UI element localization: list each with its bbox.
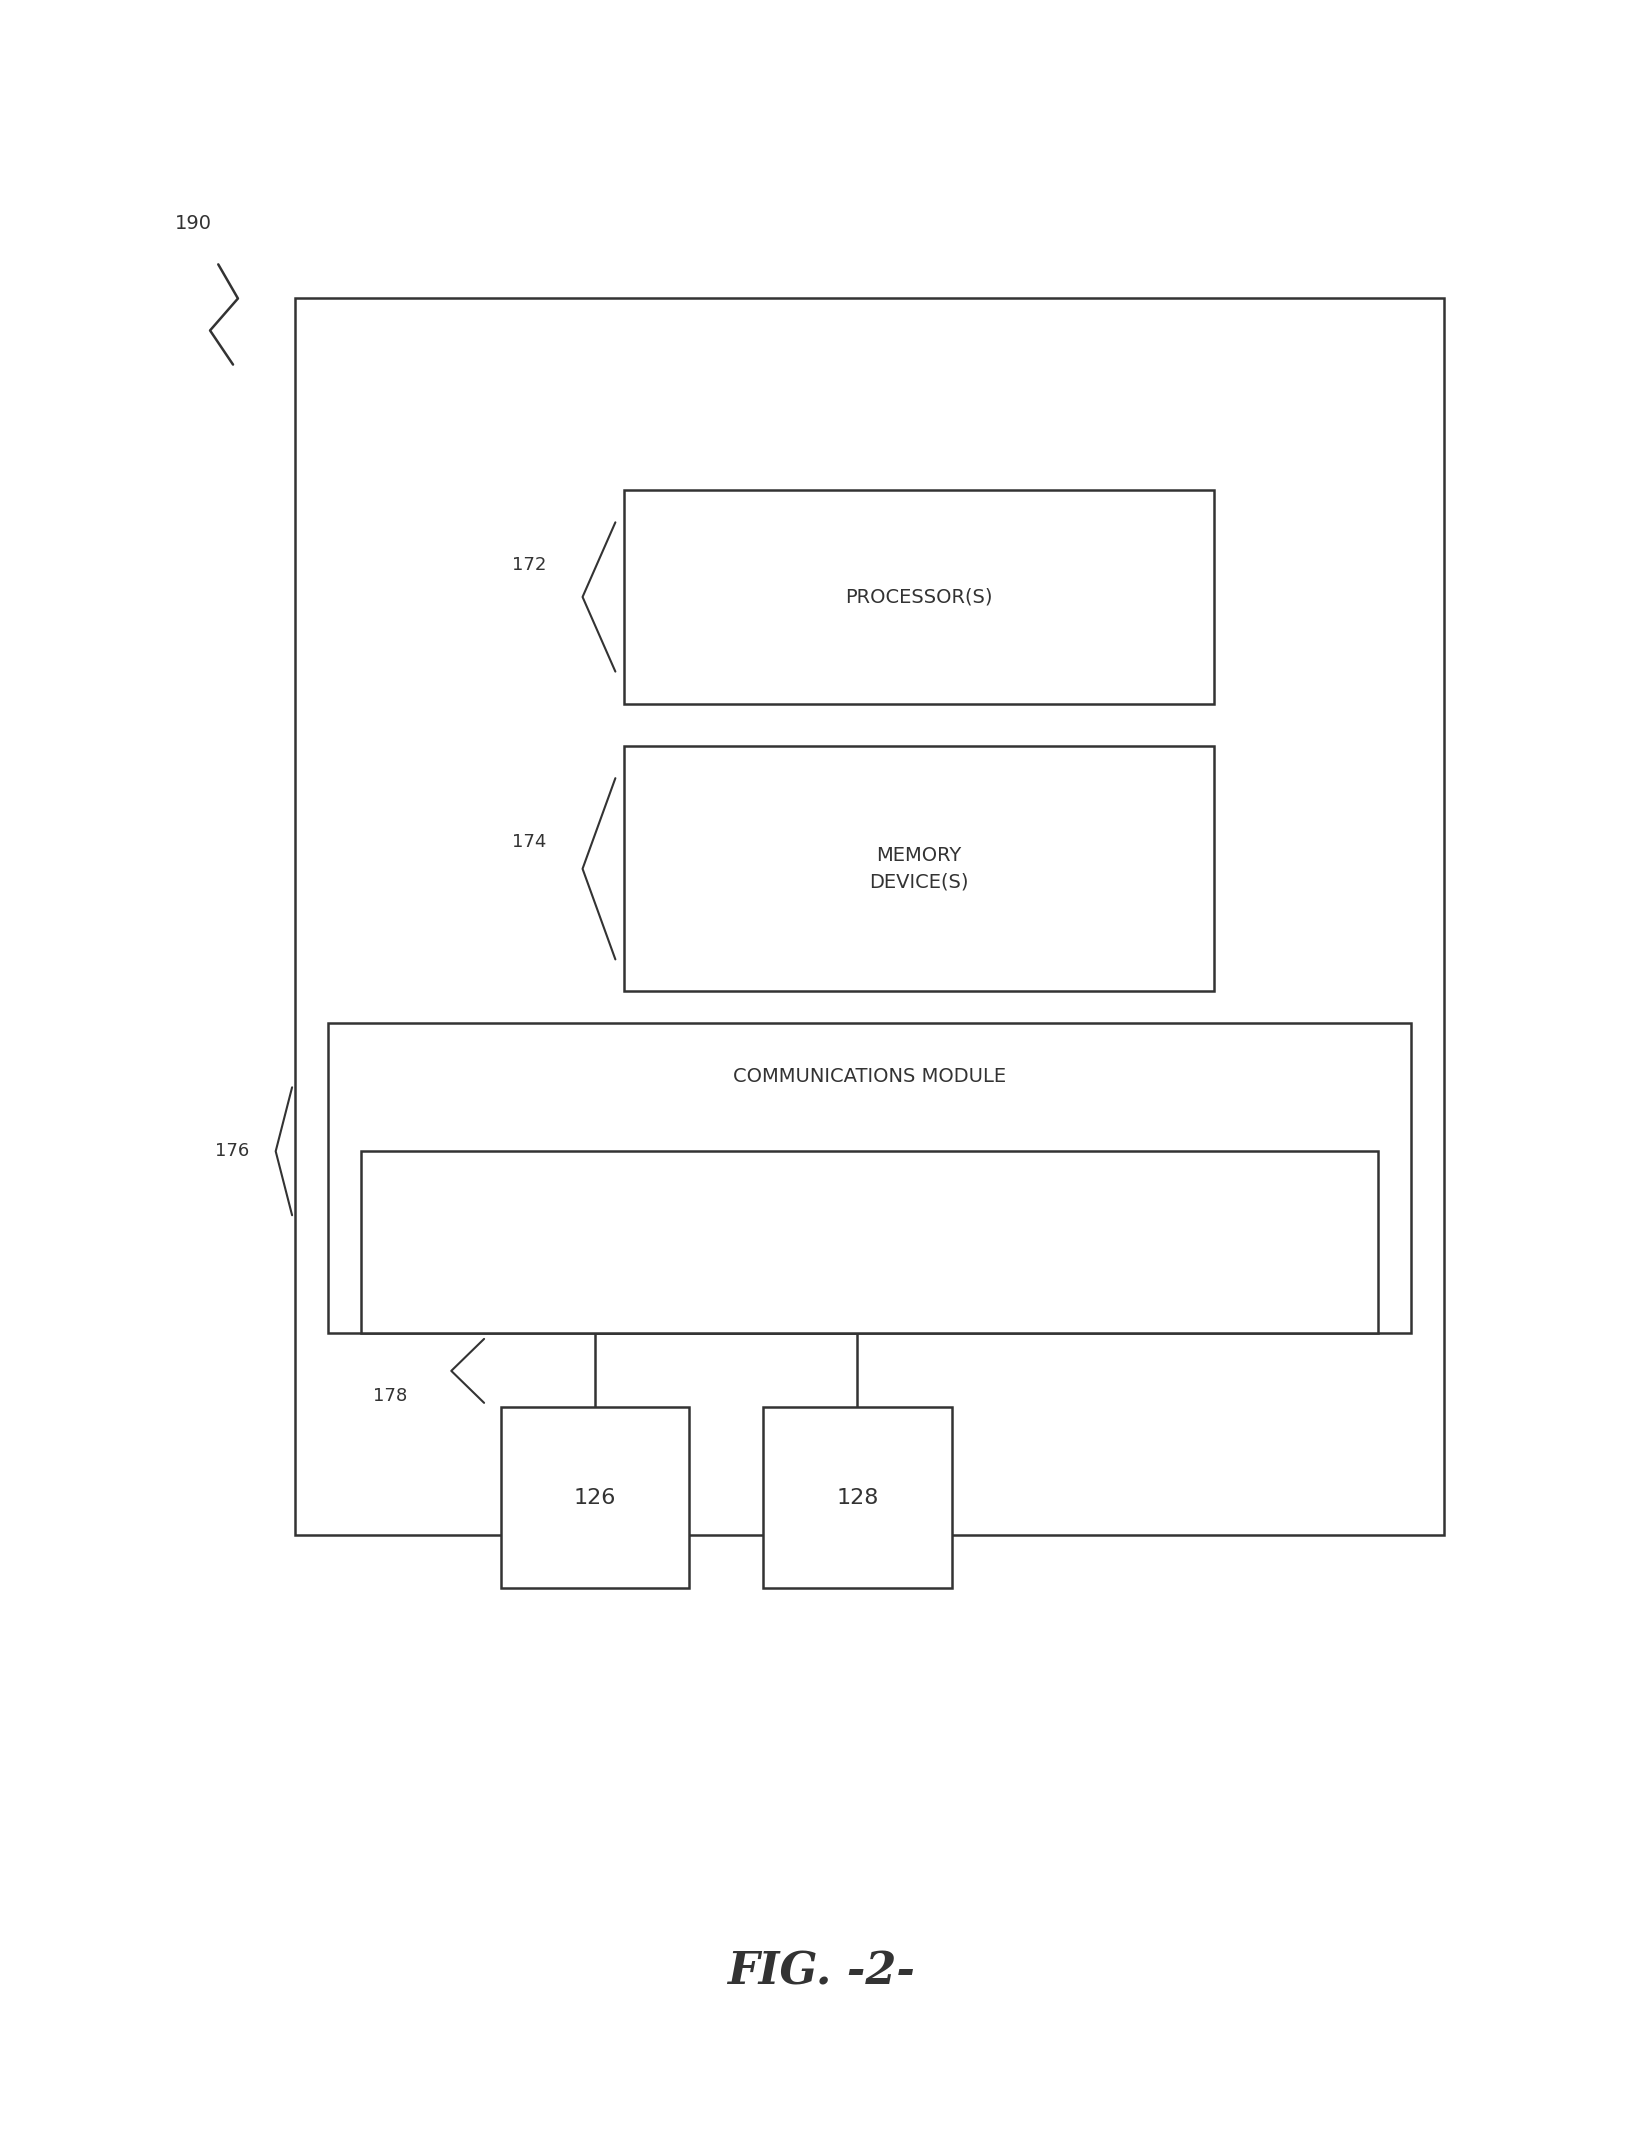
Text: 178: 178 bbox=[373, 1388, 407, 1405]
Text: 176: 176 bbox=[215, 1143, 249, 1160]
Text: 174: 174 bbox=[512, 834, 546, 851]
Bar bbox=[624, 490, 1214, 704]
Bar bbox=[361, 1151, 1378, 1332]
Bar bbox=[295, 298, 1444, 1535]
Bar bbox=[763, 1407, 952, 1588]
Bar bbox=[624, 746, 1214, 991]
Text: FIG. -2-: FIG. -2- bbox=[727, 1951, 914, 1993]
Text: SENSOR INTERFACE: SENSOR INTERFACE bbox=[773, 1232, 967, 1251]
Text: 128: 128 bbox=[837, 1488, 878, 1507]
Bar bbox=[501, 1407, 689, 1588]
Text: PROCESSOR(S): PROCESSOR(S) bbox=[845, 588, 993, 605]
Text: COMMUNICATIONS MODULE: COMMUNICATIONS MODULE bbox=[734, 1068, 1006, 1085]
Bar bbox=[328, 1023, 1411, 1332]
Text: 172: 172 bbox=[512, 556, 546, 574]
Text: 126: 126 bbox=[574, 1488, 615, 1507]
Text: 190: 190 bbox=[176, 215, 212, 232]
Text: MEMORY
DEVICE(S): MEMORY DEVICE(S) bbox=[870, 846, 968, 891]
